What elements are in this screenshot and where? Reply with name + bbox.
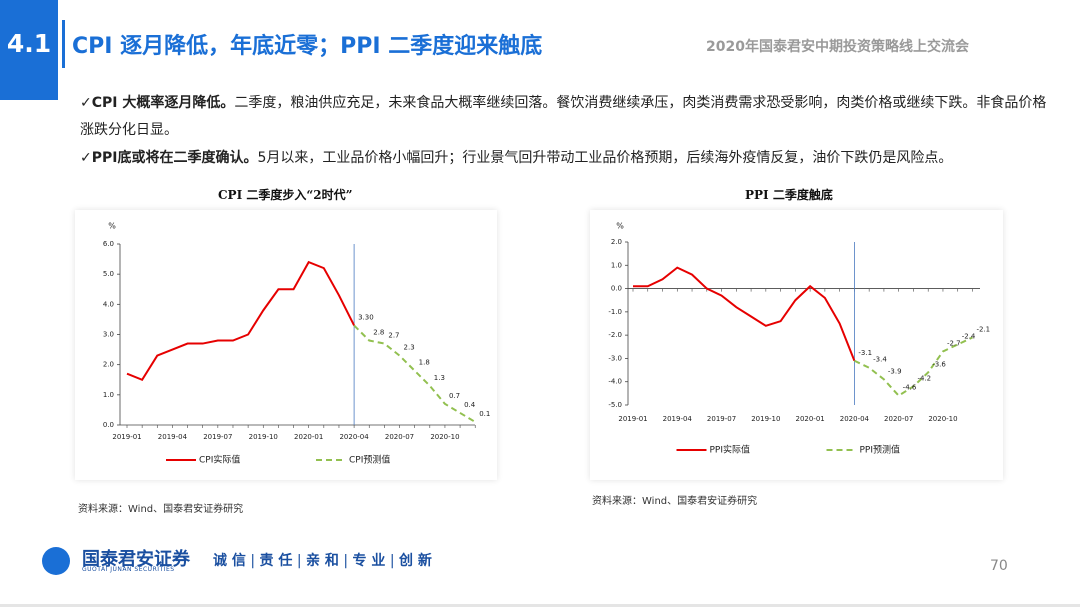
legend-label: PPI实际值	[710, 444, 751, 456]
value-label: 1.3	[434, 374, 445, 382]
value-label: -3.9	[888, 367, 902, 375]
value-label: 3.30	[358, 313, 374, 321]
y-tick-label: 3.0	[103, 331, 114, 339]
footer-line	[0, 604, 1080, 607]
bullet: PPI底或将在二季度确认。5月以来，工业品价格小幅回升；行业景气回升带动工业品价…	[80, 145, 1050, 172]
chart-title: CPI 二季度步入“2时代”	[218, 188, 353, 202]
x-tick-label: 2020-10	[928, 415, 957, 423]
x-tick-label: 2020-04	[339, 433, 369, 441]
legend-label: PPI预测值	[860, 444, 901, 456]
company-en: GUOTAI JUNAN SECURITIES	[82, 566, 175, 573]
y-tick-label: 0.0	[611, 285, 622, 293]
y-tick-label: 0.0	[103, 421, 114, 429]
source: 资料来源：Wind、国泰君安证券研究	[592, 496, 758, 507]
x-tick-label: 2019-04	[663, 415, 693, 423]
x-tick-label: 2020-07	[385, 433, 414, 441]
bullet-text: 5月以来，工业品价格小幅回升；行业景气回升带动工业品价格预期，后续海外疫情反复，…	[257, 150, 953, 166]
value-label: 0.7	[449, 392, 460, 400]
x-tick-label: 2020-01	[795, 415, 824, 423]
series-line	[353, 324, 476, 423]
value-label: 1.8	[419, 359, 430, 367]
value-label: -4.6	[903, 384, 917, 392]
y-tick-label: 2.0	[103, 361, 114, 369]
event-title: 2020年国泰君安中期投资策略线上交流会	[706, 39, 969, 55]
y-tick-label: -4.0	[608, 378, 622, 386]
y-tick-label: 5.0	[103, 270, 114, 278]
series-line	[853, 336, 973, 397]
bullet-bold: CPI 大概率逐月降低。	[80, 95, 234, 111]
x-tick-label: 2019-01	[112, 433, 141, 441]
source: 资料来源：Wind、国泰君安证券研究	[78, 504, 244, 515]
x-tick-label: 2019-07	[203, 433, 232, 441]
x-tick-label: 2020-10	[430, 433, 459, 441]
value-label: 0.4	[464, 401, 476, 409]
company: 国泰君安证券	[82, 549, 190, 570]
slogan-item: 创 新	[385, 553, 432, 569]
y-tick-label: -2.0	[608, 331, 622, 339]
slogan-item: 专 业	[339, 553, 386, 569]
y-unit: %	[616, 222, 624, 231]
legend-label: CPI预测值	[349, 454, 390, 466]
slogan-item: 诚 信	[213, 553, 246, 569]
x-tick-label: 2019-10	[751, 415, 780, 423]
value-label: -2.1	[976, 325, 990, 333]
page-number: 70	[990, 558, 1008, 574]
value-label: 2.8	[373, 329, 384, 337]
x-tick-label: 2020-07	[884, 415, 913, 423]
legend-label: CPI实际值	[199, 454, 240, 466]
x-tick-label: 2020-04	[840, 415, 870, 423]
x-tick-label: 2020-01	[294, 433, 323, 441]
x-tick-label: 2019-10	[249, 433, 278, 441]
value-label: 2.3	[404, 344, 415, 352]
x-tick-label: 2019-07	[707, 415, 736, 423]
value-label: -3.6	[932, 360, 946, 368]
y-tick-label: 1.0	[103, 391, 114, 399]
slogan: 诚 信责 任亲 和专 业创 新	[213, 550, 432, 570]
bullet-bold: PPI底或将在二季度确认。	[80, 150, 257, 166]
value-label: -3.1	[858, 349, 872, 357]
bullet: CPI 大概率逐月降低。二季度，粮油供应充足，未来食品大概率继续回落。餐饮消费继…	[80, 90, 1050, 144]
y-tick-label: -1.0	[608, 308, 622, 316]
series-line	[633, 266, 856, 362]
bullet-text: 二季度，粮油供应充足，未来食品大概率继续回落。餐饮消费继续承压，肉类消费需求恐受…	[80, 95, 1047, 138]
value-label: -4.2	[917, 374, 931, 382]
series-line	[126, 260, 355, 381]
y-unit: %	[108, 222, 116, 231]
chart-panel: % -5.0 -4.0 -3.0 -2.0 -1.0 0.0 1.0 2.0 2019-01 201…	[590, 210, 1003, 480]
slogan-item: 责 任	[246, 553, 293, 569]
y-tick-label: 6.0	[103, 240, 114, 248]
title-bar	[62, 20, 65, 68]
value-label: 2.7	[388, 332, 399, 340]
chart-panel: % 0.0 1.0 2.0 3.0 4.0 5.0 6.0 2019-01 2019-04 2019…	[75, 210, 497, 480]
slide-title: CPI 逐月降低，年底近零；PPI 二季度迎来触底	[72, 34, 543, 59]
x-tick-label: 2019-04	[158, 433, 188, 441]
chart: % -5.0 -4.0 -3.0 -2.0 -1.0 0.0 1.0 2.0 2019-01 201…	[608, 222, 990, 456]
x-tick-label: 2019-01	[618, 415, 647, 423]
chart: % 0.0 1.0 2.0 3.0 4.0 5.0 6.0 2019-01 2019-04 2019…	[103, 222, 491, 466]
y-tick-label: -3.0	[608, 354, 622, 362]
section-number: 4.1	[0, 0, 58, 100]
chart-title: PPI 二季度触底	[745, 188, 833, 202]
logo	[42, 547, 70, 575]
y-tick-label: 2.0	[611, 238, 622, 246]
y-tick-label: 1.0	[611, 261, 622, 269]
value-label: -2.7	[947, 339, 961, 347]
slogan-item: 亲 和	[292, 553, 339, 569]
value-label: -2.4	[962, 332, 976, 340]
value-label: -3.4	[873, 356, 887, 364]
value-label: 0.1	[479, 410, 490, 418]
y-tick-label: -5.0	[608, 401, 622, 409]
y-tick-label: 4.0	[103, 300, 114, 308]
